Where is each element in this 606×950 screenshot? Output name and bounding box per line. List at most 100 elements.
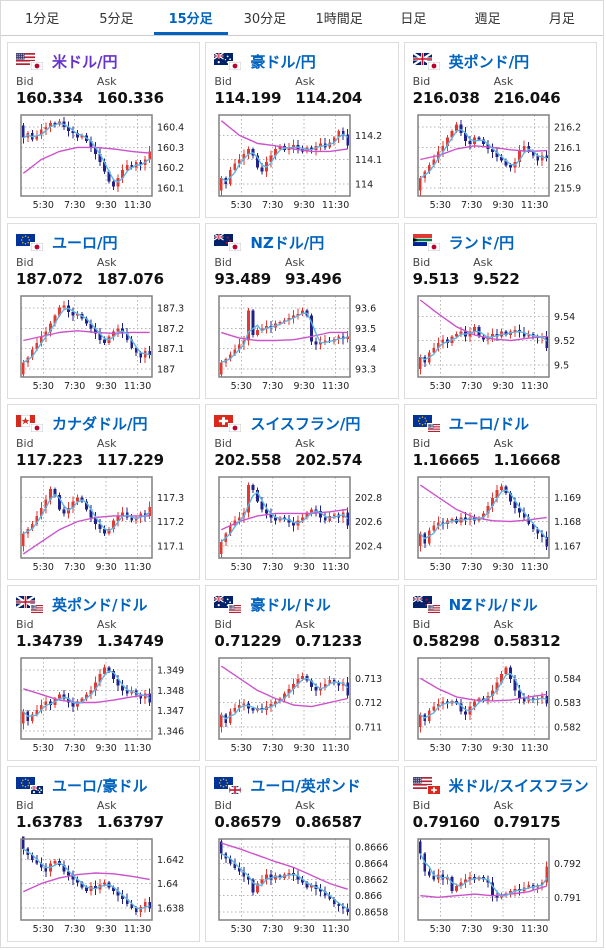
pair-header: 米ドル/スイスフラン — [412, 774, 589, 796]
svg-text:5:30: 5:30 — [33, 743, 54, 754]
pair-link[interactable]: ユーロ/ドル — [448, 414, 530, 433]
tab-4[interactable]: 30分足 — [228, 1, 302, 35]
currency-pair-card: NZドル/ドル Bid 0.58298 Ask 0.58312 0.584 0.5… — [403, 585, 597, 761]
ask-value: 0.86587 — [295, 813, 363, 831]
svg-text:5:30: 5:30 — [231, 381, 252, 392]
svg-text:11:30: 11:30 — [124, 381, 151, 392]
tab-label: 1時間足 — [315, 12, 363, 27]
pair-link[interactable]: ユーロ/円 — [52, 233, 118, 252]
candlestick-chart[interactable]: 0.8666 0.8664 0.8662 0.866 0.8658 5:30 7:30 9:3… — [214, 836, 389, 941]
flag-eu-icon — [16, 776, 35, 789]
svg-text:0.8666: 0.8666 — [355, 843, 388, 854]
tab-5[interactable]: 1時間足 — [302, 1, 376, 35]
pair-header: ユーロ/豪ドル — [16, 774, 191, 796]
svg-text:0.582: 0.582 — [554, 722, 581, 733]
candlestick-chart[interactable]: 160.4 160.3 160.2 160.1 5:30 7:30 9:30 11:30 — [16, 112, 191, 217]
pair-link[interactable]: 英ポンド/ドル — [52, 595, 148, 614]
flag-eu-icon — [412, 414, 432, 427]
bid-ask-block: Bid 0.58298 Ask 0.58312 — [413, 618, 588, 651]
candlestick-chart[interactable]: 216.2 216.1 216 215.9 5:30 7:30 9:30 11:30 — [413, 112, 588, 217]
svg-text:216.1: 216.1 — [554, 143, 581, 154]
currency-pair-card: ユーロ/豪ドル Bid 1.63783 Ask 1.63797 1.642 1.6… — [7, 766, 201, 942]
tab-label: 月足 — [548, 12, 575, 27]
ask-column: Ask 114.204 — [295, 75, 362, 108]
currency-pair-card: ランド/円 Bid 9.513 Ask 9.522 9.54 9.52 9.5 5:3… — [403, 223, 597, 399]
bid-label: Bid — [412, 437, 431, 450]
svg-text:9:30: 9:30 — [96, 562, 117, 573]
svg-text:7:30: 7:30 — [64, 743, 85, 754]
flag-us-icon — [426, 603, 441, 614]
pair-header: NZドル/円 — [214, 231, 389, 253]
candlestick-chart[interactable]: 9.54 9.52 9.5 5:30 7:30 9:30 11:30 — [413, 293, 588, 398]
pair-flags — [214, 776, 243, 795]
pair-link[interactable]: 米ドル/円 — [52, 52, 118, 71]
tab-3[interactable]: 15分足 — [153, 1, 228, 35]
svg-text:93.6: 93.6 — [355, 304, 376, 315]
pair-link[interactable]: スイスフラン/円 — [250, 414, 361, 433]
bid-label: Bid — [214, 256, 232, 269]
ask-column: Ask 0.71233 — [295, 618, 362, 651]
bid-ask-block: Bid 0.79160 Ask 0.79175 — [413, 799, 588, 832]
ask-label: Ask — [295, 799, 315, 812]
pair-link[interactable]: 豪ドル/円 — [250, 52, 316, 71]
bid-column: Bid 0.86579 — [214, 799, 281, 832]
pair-link[interactable]: カナダドル/円 — [52, 414, 148, 433]
pair-flags — [214, 594, 243, 614]
svg-text:7:30: 7:30 — [64, 562, 85, 573]
candlestick-chart[interactable]: 93.6 93.5 93.4 93.3 5:30 7:30 9:30 11:30 — [214, 293, 389, 398]
pair-flags — [214, 51, 243, 71]
ask-value: 160.336 — [96, 89, 164, 107]
svg-text:1.349: 1.349 — [157, 666, 184, 677]
svg-text:0.792: 0.792 — [554, 859, 581, 870]
ask-column: Ask 160.336 — [97, 75, 164, 108]
pair-link[interactable]: ユーロ/英ポンド — [250, 776, 361, 795]
svg-text:9:30: 9:30 — [96, 200, 117, 211]
ask-column: Ask 93.496 — [285, 256, 342, 289]
bid-value: 0.58298 — [412, 632, 480, 650]
tab-label: 15分足 — [168, 12, 213, 27]
svg-text:0.8662: 0.8662 — [355, 875, 388, 886]
svg-text:11:30: 11:30 — [322, 743, 349, 754]
tab-8[interactable]: 月足 — [525, 1, 599, 35]
ask-column: Ask 0.58312 — [494, 618, 561, 651]
pair-link[interactable]: ランド/円 — [448, 233, 515, 252]
candlestick-chart[interactable]: 117.3 117.2 117.1 5:30 7:30 9:30 11:30 — [16, 474, 191, 579]
pair-link[interactable]: NZドル/ドル — [448, 595, 538, 614]
svg-text:7:30: 7:30 — [461, 381, 482, 392]
pair-flags — [412, 594, 441, 614]
pair-link[interactable]: NZドル/円 — [250, 233, 325, 252]
svg-text:11:30: 11:30 — [124, 562, 151, 573]
candlestick-chart[interactable]: 114.2 114.1 114 5:30 7:30 9:30 11:30 — [214, 112, 389, 217]
tab-6[interactable]: 日足 — [376, 1, 450, 35]
candlestick-chart[interactable]: 0.792 0.791 5:30 7:30 9:30 11:30 — [413, 836, 588, 941]
candlestick-chart[interactable]: 187.3 187.2 187.1 187 5:30 7:30 9:30 11:30 — [16, 293, 191, 398]
candlestick-chart[interactable]: 202.8 202.6 202.4 5:30 7:30 9:30 11:30 — [214, 474, 389, 579]
tab-2[interactable]: 5分足 — [79, 1, 153, 35]
svg-text:9:30: 9:30 — [294, 200, 315, 211]
bid-label: Bid — [16, 799, 34, 812]
flag-us-icon — [16, 52, 35, 65]
pair-link[interactable]: 米ドル/スイスフラン — [448, 776, 589, 795]
pair-link[interactable]: 英ポンド/円 — [448, 52, 530, 71]
bid-label: Bid — [412, 75, 431, 88]
svg-text:11:30: 11:30 — [322, 562, 349, 573]
svg-text:5:30: 5:30 — [429, 924, 450, 935]
tab-7[interactable]: 週足 — [451, 1, 525, 35]
pair-flags — [16, 52, 44, 71]
svg-text:93.5: 93.5 — [355, 324, 376, 335]
candlestick-chart[interactable]: 1.169 1.168 1.167 5:30 7:30 9:30 11:30 — [413, 474, 588, 579]
ask-label: Ask — [295, 437, 315, 450]
tab-1[interactable]: 1分足 — [5, 1, 79, 35]
ask-value: 202.574 — [295, 451, 363, 469]
candlestick-chart[interactable]: 0.584 0.583 0.582 5:30 7:30 9:30 11:30 — [413, 655, 588, 760]
ask-column: Ask 117.229 — [97, 437, 164, 470]
pair-link[interactable]: ユーロ/豪ドル — [52, 776, 148, 795]
svg-text:5:30: 5:30 — [429, 381, 450, 392]
bid-label: Bid — [214, 75, 232, 88]
pair-link[interactable]: 豪ドル/ドル — [250, 595, 331, 614]
svg-text:9:30: 9:30 — [492, 381, 513, 392]
candlestick-chart[interactable]: 1.642 1.64 1.638 5:30 7:30 9:30 11:30 — [16, 836, 191, 941]
candlestick-chart[interactable]: 0.713 0.712 0.711 5:30 7:30 9:30 11:30 — [214, 655, 389, 760]
candlestick-chart[interactable]: 1.349 1.348 1.347 1.346 5:30 7:30 9:30 11:30 — [16, 655, 191, 760]
pair-header: カナダドル/円 — [15, 412, 191, 434]
